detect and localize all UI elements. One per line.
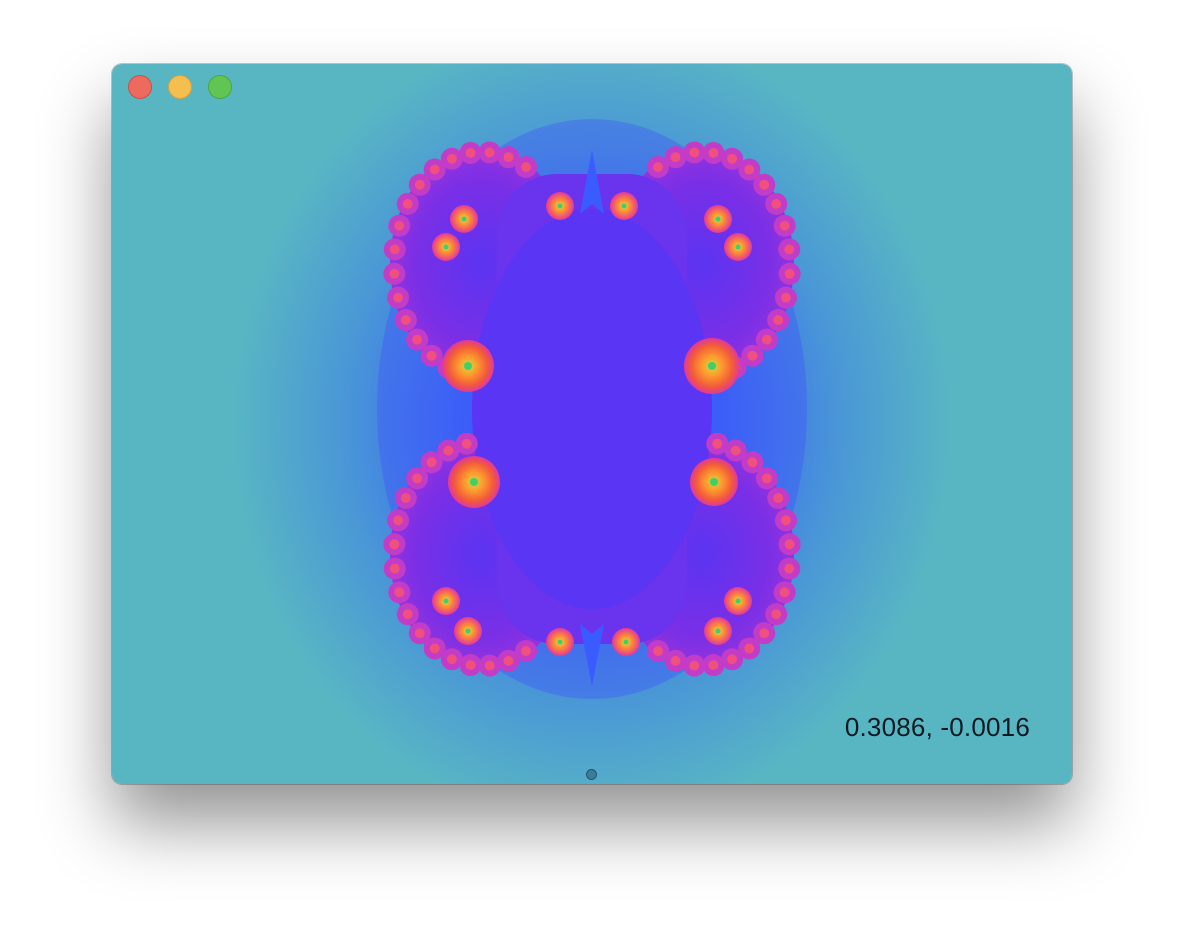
fractal-bud-edge	[400, 493, 411, 503]
fractal-bud-edge	[426, 350, 437, 361]
fractal-core	[472, 209, 712, 609]
fractal-bud-edge	[465, 148, 476, 158]
fractal-bud-edge	[708, 148, 719, 158]
fractal-mini-center	[735, 244, 741, 250]
fractal-bud-edge	[784, 244, 795, 255]
fractal-canvas[interactable]	[112, 64, 1072, 784]
coordinate-readout: 0.3086, -0.0016	[844, 712, 1030, 742]
fractal-bud-edge	[730, 445, 741, 456]
fractal-bud-edge	[779, 220, 790, 231]
fractal-bud-edge	[784, 268, 795, 279]
fractal-bud-edge	[443, 445, 454, 456]
fractal-bud-edge	[412, 334, 423, 345]
fractal-bud-edge	[744, 164, 755, 175]
fractal-bud-edge	[402, 609, 413, 620]
fractal-bud-edge	[773, 315, 784, 325]
fractal-bud-edge	[780, 515, 791, 526]
fractal-bud-edge	[759, 179, 770, 190]
fractal-bud-edge	[389, 563, 400, 574]
fractal-bud-edge	[689, 147, 700, 158]
fractal-bud-edge	[653, 162, 663, 172]
fractal-bud-edge	[712, 438, 723, 449]
fractal-bud-edge	[394, 220, 405, 231]
fractal-bud-edge	[402, 198, 413, 209]
fractal-bud-edge	[708, 660, 719, 670]
resize-handle[interactable]	[586, 769, 597, 780]
fractal-bud-edge	[521, 162, 531, 172]
fractal-bud-edge	[461, 438, 472, 449]
fractal-bud-edge	[744, 643, 755, 654]
fractal-mini-center	[443, 244, 449, 250]
fractal-notch-top	[580, 150, 604, 214]
fractal-spiral-center	[710, 478, 718, 486]
app-window: 0.3086, -0.0016	[112, 64, 1072, 784]
fractal-mini-center	[465, 628, 471, 634]
fractal-bud-edge	[521, 646, 531, 656]
fractal-bud-edge	[727, 153, 738, 164]
fractal-bud-edge	[784, 563, 795, 574]
fractal-bud-edge	[426, 457, 437, 468]
fractal-bud-edge	[689, 660, 700, 671]
fractal-bud-edge	[670, 655, 681, 666]
zoom-button[interactable]	[208, 75, 232, 99]
fractal-bud-edge	[779, 587, 790, 598]
fractal-mini-center	[461, 216, 467, 222]
fractal-bud-edge	[653, 646, 663, 656]
fractal-spiral-center	[464, 362, 472, 370]
fractal-bud-edge	[394, 587, 405, 598]
fractal-bud-edge	[414, 628, 425, 639]
fractal-bud-edge	[393, 292, 404, 303]
fractal-bud-edge	[400, 315, 411, 325]
fractal-bud-edge	[446, 153, 457, 164]
fractal-mini-center	[443, 598, 449, 604]
fractal-bud-edge	[771, 609, 782, 620]
fractal-bud-edge	[446, 654, 457, 665]
fractal-bud-edge	[727, 654, 738, 665]
fractal-spiral-center	[708, 362, 716, 370]
fractal-mini-center	[557, 203, 563, 209]
fractal-bud-edge	[503, 655, 514, 666]
fractal-mini-center	[557, 639, 563, 645]
fractal-mini-center	[735, 598, 741, 604]
fractal-bud-edge	[429, 643, 440, 654]
fractal-bud-edge	[747, 350, 758, 361]
minimize-button[interactable]	[168, 75, 192, 99]
fractal-bud-edge	[771, 198, 782, 209]
fractal-notch-bottom	[580, 624, 604, 686]
fractal-bud-edge	[503, 152, 514, 163]
fractal-bud-edge	[761, 473, 772, 484]
fractal-bud-edge	[389, 268, 400, 279]
fractal-mini-center	[715, 628, 721, 634]
fractal-bud-edge	[670, 152, 681, 163]
fractal-mini-center	[623, 639, 629, 645]
fractal-bud-edge	[389, 539, 400, 550]
julia-set	[377, 119, 807, 699]
fractal-bud-edge	[759, 628, 770, 639]
fractal-bud-edge	[747, 457, 758, 468]
fractal-bud-edge	[412, 473, 423, 484]
fractal-bud-edge	[429, 164, 440, 175]
fractal-bud-edge	[780, 292, 791, 303]
fractal-bud-edge	[414, 179, 425, 190]
fractal-spiral-center	[470, 478, 478, 486]
fractal-bud-edge	[761, 334, 772, 345]
fractal-mini-center	[621, 203, 627, 209]
fractal-bud-edge	[484, 660, 495, 671]
fractal-mini-center	[715, 216, 721, 222]
fractal-bud-edge	[389, 244, 400, 255]
fractal-bud-edge	[784, 539, 795, 550]
close-button[interactable]	[128, 75, 152, 99]
fractal-bud-edge	[484, 147, 495, 158]
fractal-bud-edge	[773, 493, 784, 503]
fractal-bud-edge	[393, 515, 404, 526]
fractal-bud-edge	[465, 660, 476, 670]
